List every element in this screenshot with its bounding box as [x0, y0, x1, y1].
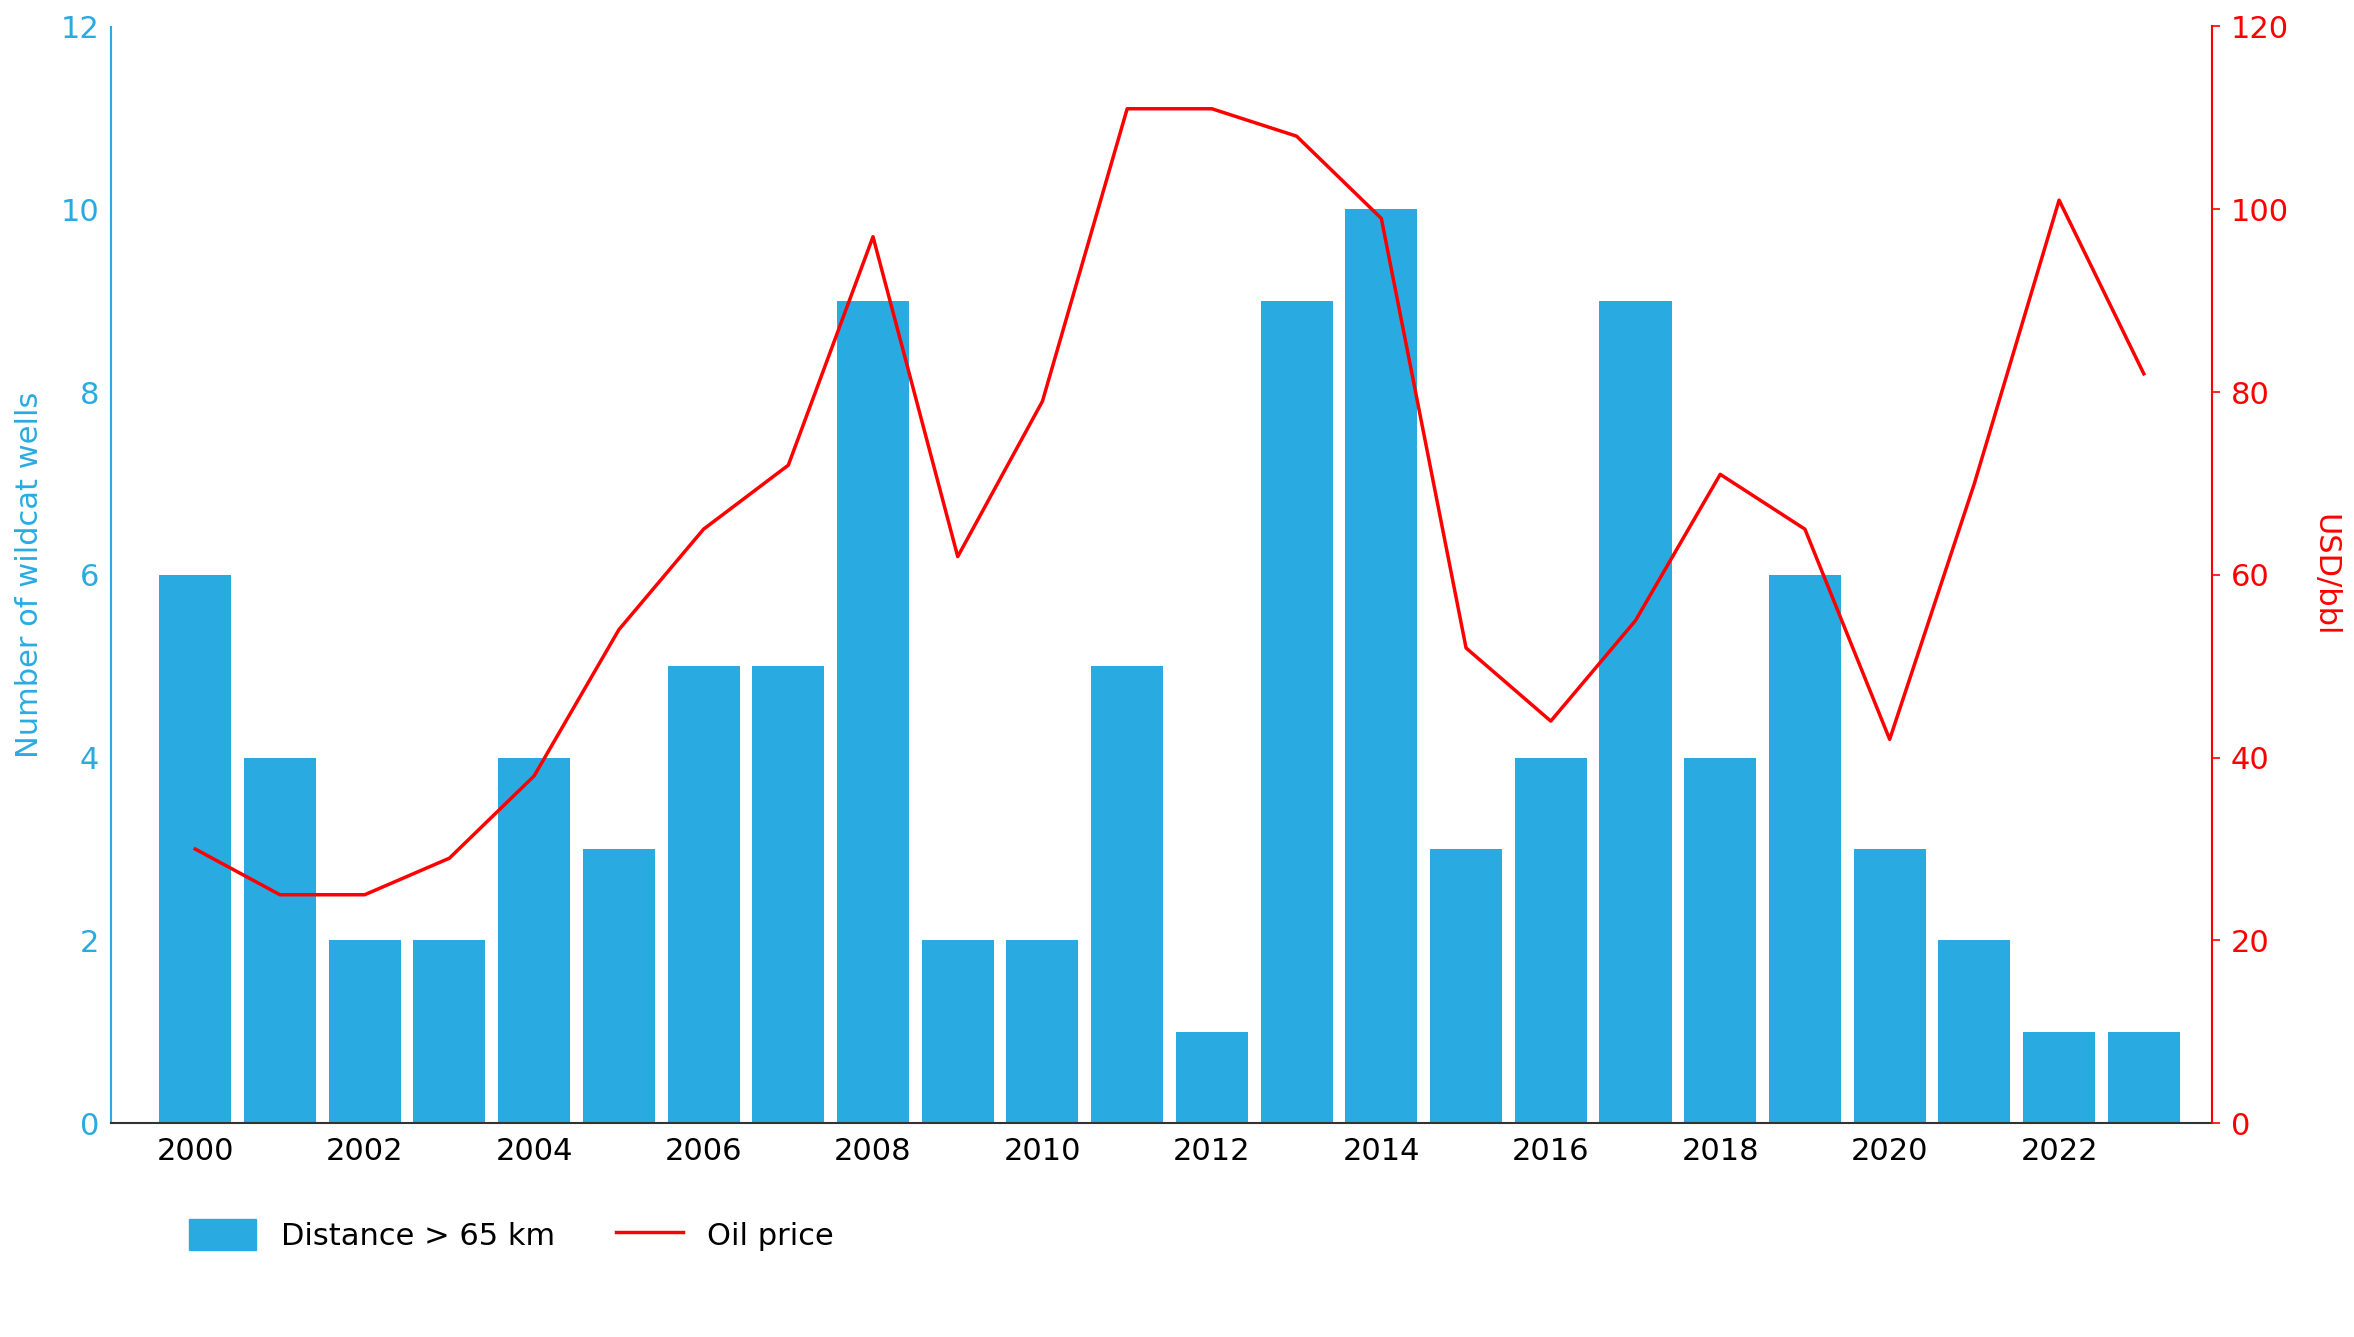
Bar — [838, 301, 909, 1123]
Bar — [1346, 210, 1417, 1123]
Bar — [1768, 575, 1841, 1123]
Bar — [1853, 849, 1926, 1123]
Bar — [1092, 666, 1163, 1123]
Bar — [1683, 758, 1756, 1123]
Bar — [330, 940, 400, 1123]
Legend: Distance > 65 km, Oil price: Distance > 65 km, Oil price — [188, 1218, 833, 1250]
Bar — [669, 666, 739, 1123]
Bar — [1008, 940, 1078, 1123]
Bar — [414, 940, 485, 1123]
Y-axis label: Number of wildcat wells: Number of wildcat wells — [14, 392, 45, 758]
Bar — [753, 666, 824, 1123]
Bar — [245, 758, 315, 1123]
Bar — [1177, 1032, 1248, 1123]
Bar — [1262, 301, 1332, 1123]
Bar — [1937, 940, 2010, 1123]
Bar — [584, 849, 654, 1123]
Bar — [923, 940, 993, 1123]
Bar — [499, 758, 570, 1123]
Bar — [1429, 849, 1502, 1123]
Bar — [1514, 758, 1587, 1123]
Bar — [160, 575, 231, 1123]
Bar — [2107, 1032, 2180, 1123]
Bar — [1598, 301, 1671, 1123]
Y-axis label: USD/bbl: USD/bbl — [2309, 513, 2340, 636]
Bar — [2022, 1032, 2095, 1123]
